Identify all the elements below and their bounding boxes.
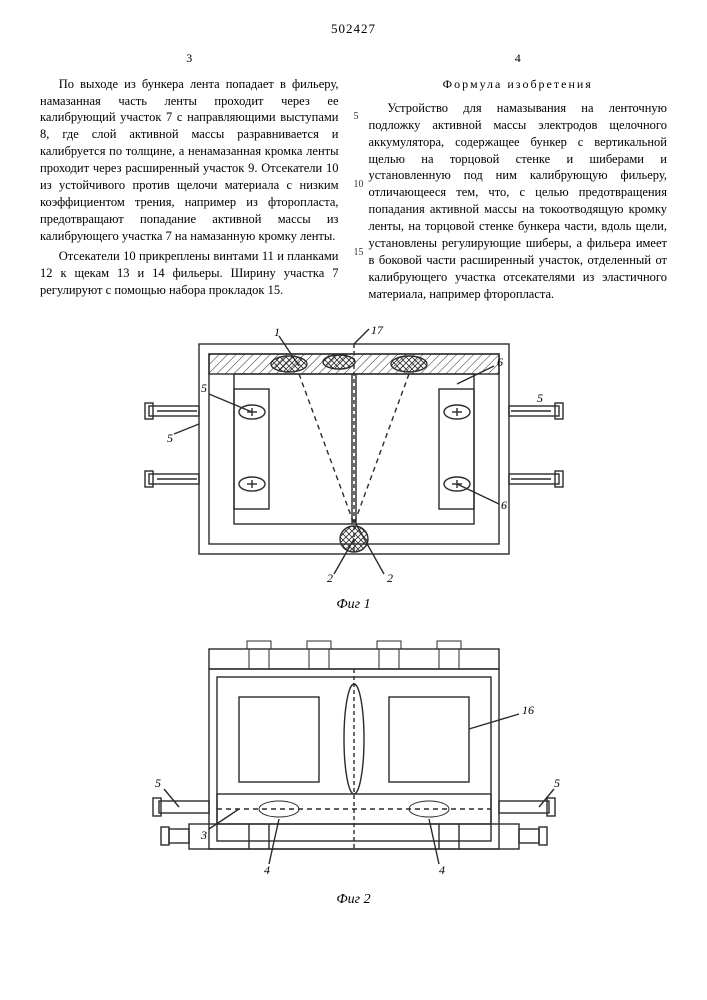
doc-number: 502427 <box>40 20 667 38</box>
lineno-10: 10 <box>354 180 364 190</box>
fig2-label-4b: 4 <box>439 863 445 877</box>
left-p2: Отсекатели 10 прикреплены винтами 11 и п… <box>40 248 339 299</box>
fig2-label-3: 3 <box>200 828 207 842</box>
fig1-label-1: 1 <box>274 325 280 339</box>
fig2-label-5a: 5 <box>155 776 161 790</box>
claims-heading: Формула изобретения <box>369 76 668 92</box>
fig2-label-4a: 4 <box>264 863 270 877</box>
figure-2: 3 4 4 16 5 5 <box>139 629 569 889</box>
left-p1: По выходе из бункера лента попадает в фи… <box>40 76 339 245</box>
fig1-label-5b: 5 <box>201 381 207 395</box>
fig1-label-6b: 6 <box>501 498 507 512</box>
fig2-label-5b: 5 <box>554 776 560 790</box>
right-p1: Устройство для намазывания на ленточную … <box>369 100 668 303</box>
figure-1: 1 17 6 6 5 5 5 2 2 <box>139 324 569 594</box>
column-left: 3 По выходе из бункера лента попадает в … <box>40 50 339 307</box>
colnum-left: 3 <box>40 50 339 66</box>
column-right: 4 Формула изобретения Устройство для нам… <box>369 50 668 307</box>
fig1-label-5a: 5 <box>167 431 173 445</box>
fig1-label-2a: 2 <box>327 571 333 585</box>
fig1-label-17: 17 <box>371 324 384 337</box>
fig2-caption: Фиг 2 <box>40 891 667 910</box>
fig1-label-2b: 2 <box>387 571 393 585</box>
lineno-5: 5 <box>354 112 359 122</box>
fig1-label-5c: 5 <box>537 391 543 405</box>
fig1-label-6a: 6 <box>497 355 503 369</box>
lineno-15: 15 <box>354 248 364 258</box>
fig2-label-16: 16 <box>522 703 534 717</box>
colnum-right: 4 <box>369 50 668 66</box>
fig1-caption: Фиг 1 <box>40 596 667 615</box>
